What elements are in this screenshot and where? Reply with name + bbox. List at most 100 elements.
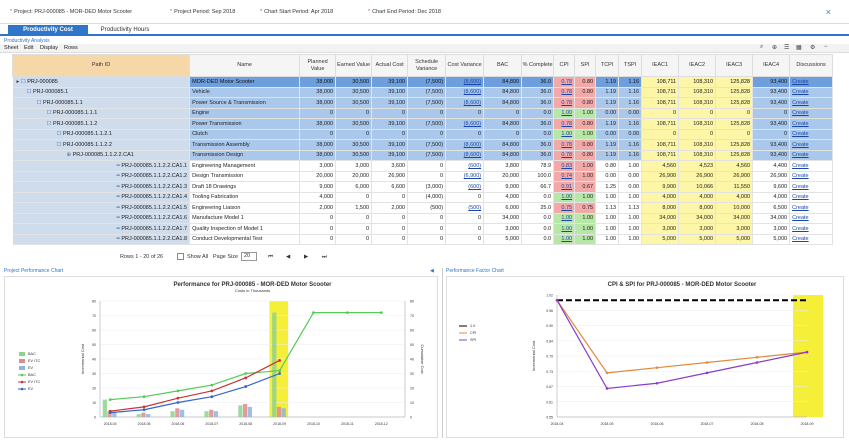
- column-header-11[interactable]: TCPI: [595, 54, 620, 77]
- cell-cpi[interactable]: 1.00: [553, 108, 576, 119]
- table-row[interactable]: ━ PRJ-000085.1.1.2.2.CA1.3 Draft 18 Drawi…: [12, 181, 834, 193]
- cell-cpi[interactable]: 1.00: [553, 213, 576, 224]
- zoom-icon[interactable]: ⊕: [772, 45, 778, 51]
- cell-disc[interactable]: Create: [789, 234, 834, 245]
- column-header-7[interactable]: BAC: [483, 54, 523, 77]
- table-row[interactable]: ━ PRJ-000085.1.1.2.2.CA1.4 Tooling Fabric…: [12, 192, 834, 203]
- leaf-dash-icon[interactable]: ━: [116, 225, 122, 232]
- cell-disc[interactable]: Create: [789, 150, 834, 161]
- column-header-17[interactable]: Discussions: [789, 54, 834, 77]
- cell-cpi[interactable]: 1.00: [553, 192, 576, 203]
- leaf-dash-icon[interactable]: ━: [116, 194, 122, 201]
- cell-cv[interactable]: 0: [445, 213, 485, 224]
- column-header-10[interactable]: SPI: [574, 54, 597, 77]
- next-page-button[interactable]: ▶: [304, 254, 309, 260]
- cell-cpi[interactable]: 1.00: [553, 234, 576, 245]
- tree-node-icon[interactable]: ☐: [26, 89, 33, 96]
- column-header-8[interactable]: % Complete: [521, 54, 555, 77]
- leaf-dash-icon[interactable]: ━: [116, 204, 122, 211]
- cell-disc[interactable]: Create: [789, 87, 834, 98]
- cell-cpi[interactable]: 0.75: [553, 202, 576, 214]
- menu-sheet[interactable]: Sheet: [4, 45, 19, 51]
- cell-cv[interactable]: (8,600): [445, 97, 485, 109]
- tab-productivity-hours[interactable]: Productivity Hours: [100, 27, 150, 33]
- panel-collapse-left-icon[interactable]: ◀: [430, 268, 434, 274]
- cell-cv[interactable]: 0: [445, 223, 485, 235]
- table-row[interactable]: ━ PRJ-000085.1.1.2.2.CA1.6 Manufacture Mo…: [12, 213, 834, 224]
- cell-disc[interactable]: Create: [789, 171, 834, 182]
- menu-edit[interactable]: Edit: [24, 45, 34, 51]
- cell-cpi[interactable]: 1.00: [553, 223, 576, 235]
- cell-cpi[interactable]: 0.78: [553, 87, 576, 98]
- cell-cv[interactable]: (8,600): [445, 87, 485, 98]
- leaf-dash-icon[interactable]: ━: [116, 173, 122, 180]
- leaf-dash-icon[interactable]: ━: [116, 183, 122, 190]
- table-row[interactable]: ☐ PRJ-000085.1.1.1 Engine 0 0 0 0 0 0 0.0 1.00 1.0…: [12, 108, 834, 119]
- cell-cpi[interactable]: 0.91: [553, 181, 576, 193]
- column-header-15[interactable]: IEAC3: [715, 54, 754, 77]
- first-page-button[interactable]: ⏮: [268, 254, 273, 260]
- tree-node-icon[interactable]: ☐: [46, 110, 53, 117]
- cell-disc[interactable]: Create: [789, 97, 834, 109]
- cell-cv[interactable]: (8,600): [445, 139, 485, 151]
- cell-cpi[interactable]: 0.78: [553, 150, 576, 161]
- table-row[interactable]: ━ PRJ-000085.1.1.2.2.CA1.1 Engineering Ma…: [12, 160, 834, 172]
- table-row[interactable]: ☐ PRJ-000085.1.1 Power Source & Transmiss…: [12, 97, 834, 109]
- cell-disc[interactable]: Create: [789, 139, 834, 151]
- panel-divider[interactable]: [442, 268, 443, 438]
- cell-cv[interactable]: (8,600): [445, 150, 485, 161]
- cell-disc[interactable]: Create: [789, 181, 834, 193]
- table-row[interactable]: ☐ PRJ-000085.1 Vehicle 38,000 30,500 39,100(…: [12, 87, 834, 98]
- cell-cv[interactable]: (8,600): [445, 76, 485, 88]
- cell-cv[interactable]: (500): [445, 202, 485, 214]
- table-row[interactable]: ━ PRJ-000085.1.1.2.2.CA1.8 Conduct Develo…: [12, 234, 834, 245]
- cell-disc[interactable]: Create: [789, 223, 834, 235]
- last-page-button[interactable]: ⏭: [322, 254, 327, 260]
- tab-productivity-cost[interactable]: Productivity Cost: [8, 25, 88, 36]
- tree-node-icon[interactable]: ⊕: [66, 152, 73, 159]
- cell-cv[interactable]: 0: [445, 234, 485, 245]
- cell-cpi[interactable]: 0.78: [553, 139, 576, 151]
- tree-node-icon[interactable]: ☐: [56, 131, 63, 138]
- column-header-3[interactable]: Earned Value: [335, 54, 373, 77]
- cell-disc[interactable]: Create: [789, 160, 834, 172]
- cell-cv[interactable]: (600): [445, 160, 485, 172]
- tree-node-icon[interactable]: ☐: [46, 120, 53, 127]
- table-row[interactable]: ▸ ☐ PRJ-000085 MOR-DED Motor Scooter 38,00…: [12, 76, 834, 88]
- page-size-input[interactable]: 20: [241, 252, 257, 261]
- cell-cpi[interactable]: 0.78: [553, 76, 576, 88]
- cell-cpi[interactable]: 0.78: [553, 118, 576, 130]
- menu-rows[interactable]: Rows: [64, 45, 78, 51]
- table-row[interactable]: ☐ PRJ-000085.1.1.2.2 Transmission Assembl…: [12, 139, 834, 151]
- cell-cpi[interactable]: 0.78: [553, 97, 576, 109]
- column-header-16[interactable]: IEAC4: [752, 54, 791, 77]
- leaf-dash-icon[interactable]: ━: [116, 215, 122, 222]
- column-header-0[interactable]: Path ID: [11, 54, 191, 77]
- list-icon[interactable]: ☰: [784, 45, 790, 51]
- cell-disc[interactable]: Create: [789, 192, 834, 203]
- cell-disc[interactable]: Create: [789, 118, 834, 130]
- cell-cv[interactable]: 0: [445, 108, 485, 119]
- table-row[interactable]: ☐ PRJ-000085.1.1.2.1 Clutch 0 0 0 0 0 0 0.0 1.00 1…: [12, 129, 834, 140]
- cell-disc[interactable]: Create: [789, 202, 834, 214]
- cell-disc[interactable]: Create: [789, 76, 834, 88]
- column-header-4[interactable]: Actual Cost: [371, 54, 409, 77]
- settings-icon[interactable]: ⚙: [810, 45, 816, 51]
- collapse-icon[interactable]: −: [824, 44, 828, 50]
- prev-page-button[interactable]: ◀: [286, 254, 291, 260]
- cell-cpi[interactable]: 1.00: [553, 129, 576, 140]
- cell-cv[interactable]: (8,600): [445, 118, 485, 130]
- menu-display[interactable]: Display: [40, 45, 59, 51]
- cell-cv[interactable]: (600): [445, 181, 485, 193]
- cell-cpi[interactable]: 0.83: [553, 160, 576, 172]
- leaf-dash-icon[interactable]: ━: [116, 236, 122, 243]
- leaf-dash-icon[interactable]: ━: [116, 162, 122, 169]
- column-header-12[interactable]: TSPI: [618, 54, 643, 77]
- cell-cv[interactable]: (6,900): [445, 171, 485, 182]
- tree-node-icon[interactable]: ☐: [56, 141, 63, 148]
- search-icon[interactable]: ⌕: [760, 44, 764, 50]
- cell-cv[interactable]: 0: [445, 192, 485, 203]
- tree-node-icon[interactable]: ☐: [36, 99, 43, 106]
- tree-node-icon[interactable]: ☐: [20, 78, 28, 85]
- cell-disc[interactable]: Create: [789, 108, 834, 119]
